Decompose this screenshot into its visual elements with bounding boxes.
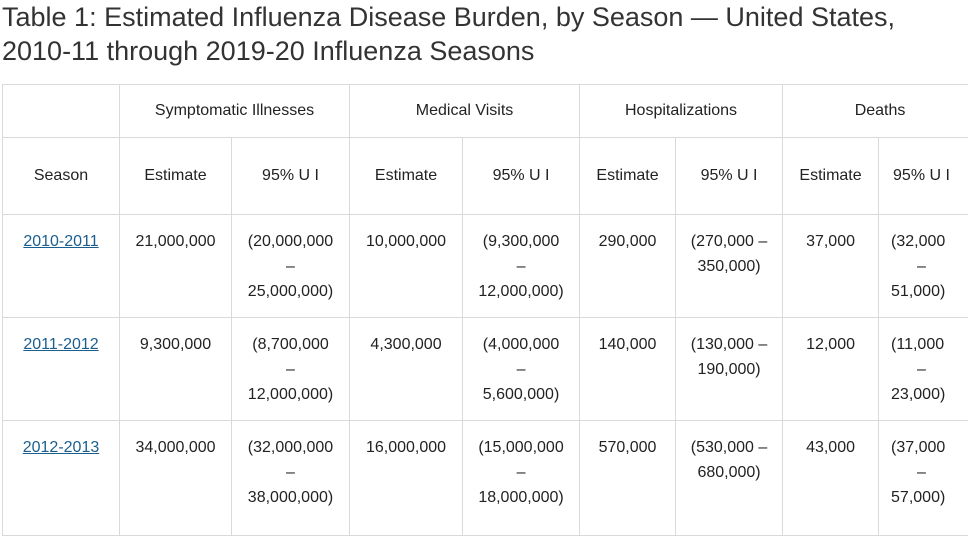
column-header-ui: 95% U I xyxy=(463,138,580,215)
ui-cell: (9,300,000–12,000,000) xyxy=(463,215,580,318)
estimate-cell: 43,000 xyxy=(783,421,879,536)
table-caption: Table 1: Estimated Influenza Disease Bur… xyxy=(2,0,962,68)
column-header-estimate: Estimate xyxy=(120,138,232,215)
estimate-cell: 4,300,000 xyxy=(350,318,463,421)
ui-cell: (32,000–51,000) xyxy=(879,215,968,318)
group-header-row: Symptomatic Illnesses Medical Visits Hos… xyxy=(3,85,968,138)
estimate-cell: 140,000 xyxy=(580,318,676,421)
ui-cell: (270,000 –350,000) xyxy=(676,215,783,318)
group-header-hospitalizations: Hospitalizations xyxy=(580,85,783,138)
ui-cell: (20,000,000–25,000,000) xyxy=(232,215,350,318)
group-header-deaths: Deaths xyxy=(783,85,968,138)
estimate-cell: 21,000,000 xyxy=(120,215,232,318)
season-cell: 2012-2013 xyxy=(3,421,120,536)
ui-cell: (130,000 –190,000) xyxy=(676,318,783,421)
ui-cell: (4,000,000–5,600,000) xyxy=(463,318,580,421)
sub-header-row: Season Estimate 95% U I Estimate 95% U I… xyxy=(3,138,968,215)
estimate-cell: 290,000 xyxy=(580,215,676,318)
ui-cell: (11,000–23,000) xyxy=(879,318,968,421)
estimate-cell: 16,000,000 xyxy=(350,421,463,536)
column-header-estimate: Estimate xyxy=(350,138,463,215)
ui-cell: (530,000 –680,000) xyxy=(676,421,783,536)
season-cell: 2010-2011 xyxy=(3,215,120,318)
column-header-ui: 95% U I xyxy=(879,138,968,215)
column-header-estimate: Estimate xyxy=(783,138,879,215)
estimate-cell: 570,000 xyxy=(580,421,676,536)
column-header-estimate: Estimate xyxy=(580,138,676,215)
column-header-ui: 95% U I xyxy=(676,138,783,215)
estimate-cell: 37,000 xyxy=(783,215,879,318)
ui-cell: (37,000–57,000) xyxy=(879,421,968,536)
season-link[interactable]: 2011-2012 xyxy=(23,336,98,353)
season-cell: 2011-2012 xyxy=(3,318,120,421)
burden-table: Symptomatic Illnesses Medical Visits Hos… xyxy=(2,84,968,536)
ui-cell: (8,700,000–12,000,000) xyxy=(232,318,350,421)
table-row: 2012-2013 34,000,000 (32,000,000–38,000,… xyxy=(3,421,968,536)
empty-corner-cell xyxy=(3,85,120,138)
group-header-medical: Medical Visits xyxy=(350,85,580,138)
estimate-cell: 10,000,000 xyxy=(350,215,463,318)
column-header-ui: 95% U I xyxy=(232,138,350,215)
ui-cell: (15,000,000–18,000,000) xyxy=(463,421,580,536)
table-row: 2010-2011 21,000,000 (20,000,000–25,000,… xyxy=(3,215,968,318)
estimate-cell: 9,300,000 xyxy=(120,318,232,421)
table-row: 2011-2012 9,300,000 (8,700,000–12,000,00… xyxy=(3,318,968,421)
estimate-cell: 12,000 xyxy=(783,318,879,421)
column-header-season: Season xyxy=(3,138,120,215)
group-header-symptomatic: Symptomatic Illnesses xyxy=(120,85,350,138)
estimate-cell: 34,000,000 xyxy=(120,421,232,536)
ui-cell: (32,000,000–38,000,000) xyxy=(232,421,350,536)
season-link[interactable]: 2010-2011 xyxy=(23,233,98,250)
season-link[interactable]: 2012-2013 xyxy=(23,439,100,456)
